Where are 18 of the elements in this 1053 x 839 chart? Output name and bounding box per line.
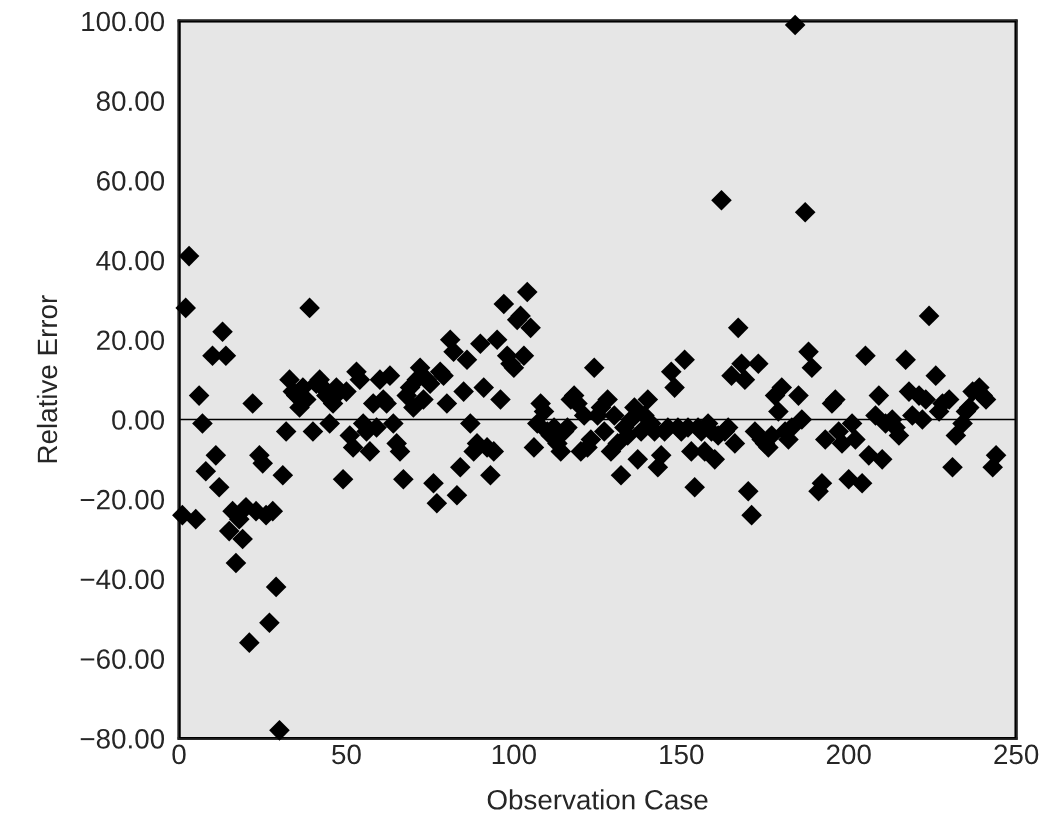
y-tick-label: 20.00 [97,330,165,351]
y-tick-label: −60.00 [80,649,165,669]
x-tick-label: 150 [660,744,704,765]
y-tick-label: 40.00 [96,250,165,271]
y-tick-label: 80.00 [96,91,165,112]
x-tick-label: 0 [172,744,186,765]
y-axis-title: Relative Error [36,295,58,463]
x-tick-label: 250 [994,744,1039,765]
y-tick-label: −20.00 [80,489,165,510]
y-tick-label: −40.00 [80,569,165,590]
y-tick-label: −80.00 [80,728,165,749]
x-tick-label: 200 [826,744,871,765]
y-tick-label: 60.00 [97,171,165,191]
x-tick-label: 100 [492,744,536,765]
y-tick-label: 100.00 [82,11,165,32]
y-tick-label: 0.00 [112,410,165,430]
x-tick-label: 50 [332,744,361,765]
x-axis-title: Observation Case [487,789,708,810]
